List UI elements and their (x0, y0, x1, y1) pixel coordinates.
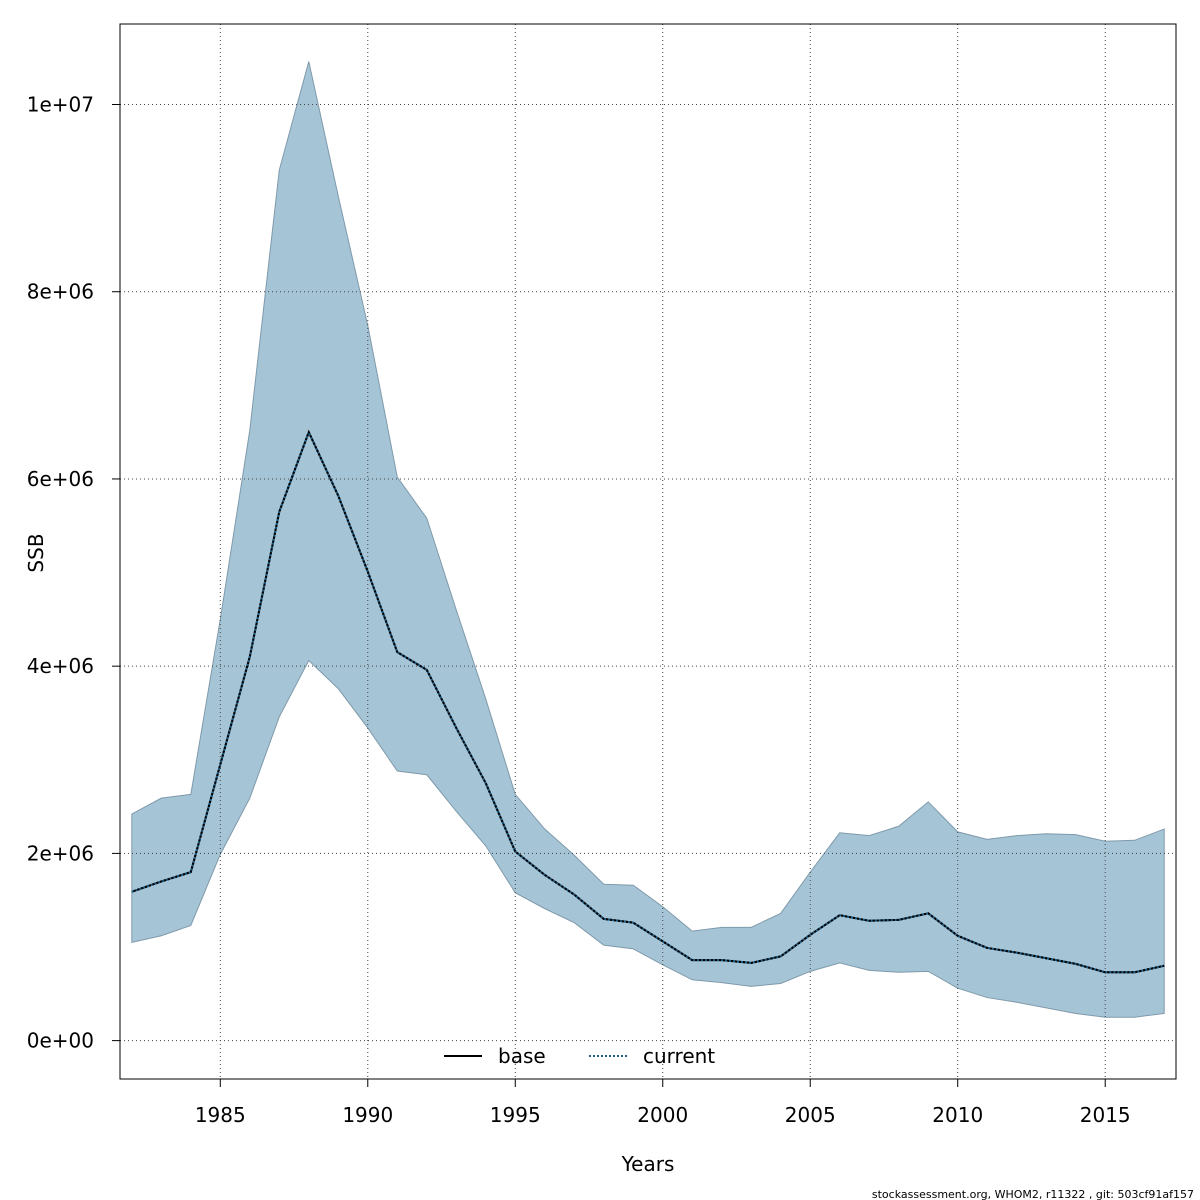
series-line-current-overlay (131, 429, 1165, 974)
legend-label-current: current (643, 1044, 715, 1068)
y-tick-label: 2e+06 (27, 841, 94, 865)
x-axis-title: Years (621, 1152, 675, 1176)
y-tick-label: 8e+06 (27, 280, 94, 304)
x-tick-label: 1990 (342, 1103, 393, 1127)
x-tick-label: 2015 (1080, 1103, 1131, 1127)
y-axis-title: SSB (24, 533, 48, 572)
y-tick-label: 6e+06 (27, 467, 94, 491)
y-tick-label: 0e+00 (27, 1029, 94, 1053)
confidence-band (131, 61, 1165, 1018)
axis-layer: 1985 1990 1995 2000 2005 2010 2015 0e+00 2e+06 4e… (27, 93, 1131, 1127)
plot-frame (119, 23, 1177, 1080)
x-tick-label: 2000 (637, 1103, 688, 1127)
series-layer (131, 429, 1165, 974)
x-tick-label: 1995 (490, 1103, 541, 1127)
x-tick-label: 2005 (785, 1103, 836, 1127)
series-line-current (131, 431, 1165, 974)
confidence-band-layer (131, 61, 1165, 1018)
grid-layer (120, 24, 1176, 1079)
x-tick-label: 1985 (195, 1103, 246, 1127)
footer-credit: stockassessment.org, WHOM2, r11322 , git… (872, 1188, 1194, 1200)
legend-label-base: base (498, 1044, 546, 1068)
x-tick-label: 2010 (932, 1103, 983, 1127)
y-tick-label: 1e+07 (27, 93, 94, 117)
y-tick-label: 4e+06 (27, 654, 94, 678)
legend: base current (444, 1044, 715, 1068)
